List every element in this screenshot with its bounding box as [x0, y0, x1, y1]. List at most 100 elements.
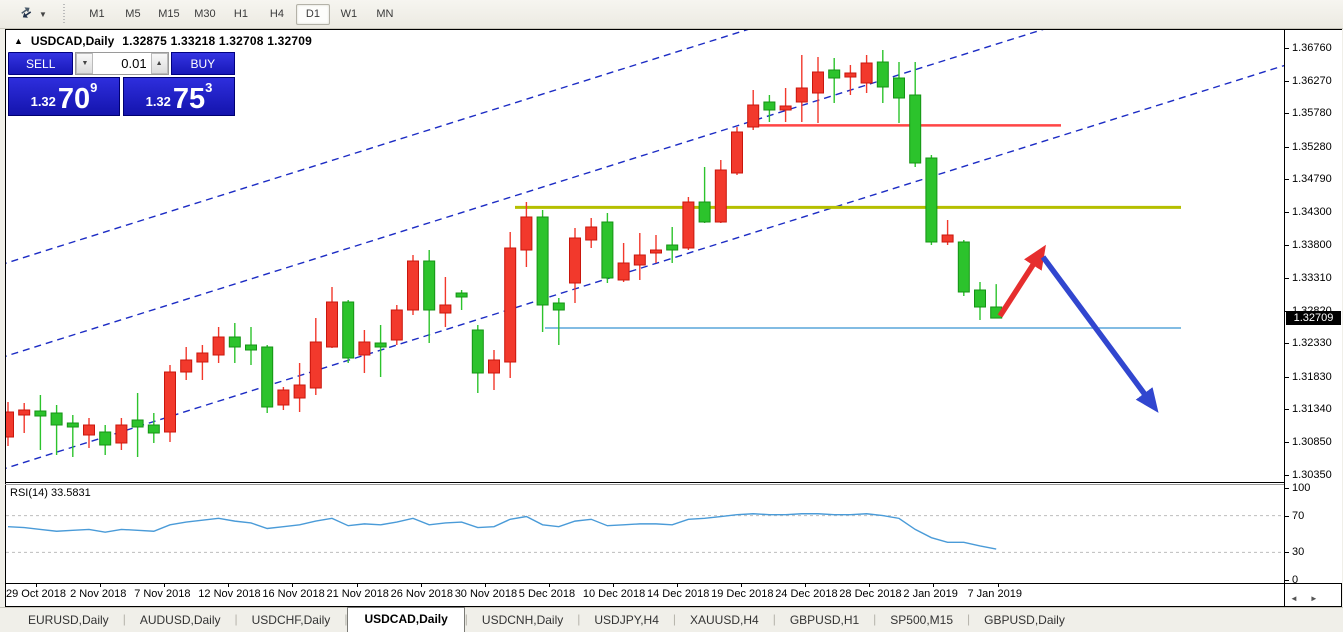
rsi-tick-label: 70 — [1292, 509, 1305, 522]
timeframe-button-w1[interactable]: W1 — [340, 7, 358, 20]
date-tick-mark — [164, 584, 166, 587]
candle-1-bull — [18, 403, 31, 433]
buy-button[interactable]: BUY — [170, 52, 235, 75]
date-tick-mark — [292, 584, 294, 587]
candle-27-bull — [439, 277, 452, 327]
candle-2-bear — [34, 395, 47, 450]
candle-16-bear — [261, 345, 274, 413]
price-tick-mark — [1285, 245, 1289, 247]
candle-30-bull — [488, 350, 500, 390]
sell-button[interactable]: SELL — [8, 52, 74, 75]
date-tick-label: 21 Nov 2018 — [326, 588, 389, 600]
candle-14-bear — [228, 323, 241, 363]
timeframe-button-h4[interactable]: H4 — [269, 7, 284, 20]
chart-tab-gbpusd-daily[interactable]: GBPUSD,Daily — [984, 613, 1065, 627]
tab-scroll-right-icon[interactable]: ► — [1309, 594, 1318, 603]
bullish-scenario-arrow[interactable] — [997, 244, 1046, 318]
date-tick-label: 12 Nov 2018 — [198, 588, 261, 600]
rsi-indicator-label: RSI(14) 33.5831 — [10, 487, 91, 499]
one-click-trade-panel: SELL ▼ ▲ BUY 1.32 70 9 1.32 75 3 — [8, 52, 235, 116]
candle-26-bear — [423, 250, 436, 343]
candle-10-bull — [164, 365, 176, 442]
candle-37-bear — [601, 213, 614, 283]
volume-decrease-button[interactable]: ▼ — [76, 53, 94, 74]
date-tick-mark — [869, 584, 871, 587]
rsi-tick-mark — [1285, 580, 1289, 581]
candle-46-bull — [747, 90, 760, 130]
timeframe-button-m1[interactable]: M1 — [89, 7, 105, 20]
price-tick-label: 1.36270 — [1292, 74, 1332, 87]
rsi-tick-label: 30 — [1292, 546, 1305, 559]
volume-increase-button[interactable]: ▲ — [150, 53, 168, 74]
tab-separator: | — [464, 612, 468, 626]
rsi-tick-label: 100 — [1292, 482, 1311, 494]
candle-47-bear — [763, 95, 776, 122]
price-tick-mark — [1285, 146, 1289, 148]
timeframe-button-m15[interactable]: M15 — [158, 7, 180, 20]
timeframe-button-mn[interactable]: MN — [376, 7, 394, 20]
bearish-scenario-arrow[interactable] — [1040, 255, 1159, 413]
chart-tab-sp500-m15[interactable]: SP500,M15 — [890, 613, 954, 627]
panel-divider[interactable] — [5, 482, 1342, 483]
date-tick-label: 7 Jan 2019 — [967, 588, 1022, 600]
chart-tab-audusd-daily[interactable]: AUDUSD,Daily — [139, 613, 221, 627]
chart-tab-usdcad-daily[interactable]: USDCAD,Daily — [347, 607, 465, 632]
date-tick-label: 29 Oct 2018 — [6, 588, 66, 600]
date-tick-label: 24 Dec 2018 — [775, 588, 838, 600]
sell-price-button[interactable]: 1.32 70 9 — [8, 77, 120, 116]
buy-price-main: 75 — [172, 83, 206, 115]
candle-45-bull — [731, 127, 743, 175]
price-tick-mark — [1285, 442, 1289, 443]
chart-title: USDCAD,Daily — [30, 34, 115, 48]
buy-price-button[interactable]: 1.32 75 3 — [123, 77, 235, 116]
collapse-triangle-icon[interactable]: ▲ — [14, 35, 23, 46]
candle-55-bear — [893, 62, 905, 123]
chart-header: ▲ USDCAD,Daily 1.32875 1.33218 1.32708 1… — [14, 34, 312, 48]
candle-43-bear — [698, 167, 711, 223]
rsi-indicator-canvas — [6, 513, 1284, 553]
main-chart-canvas[interactable] — [6, 30, 1284, 482]
tab-scroll-left-icon[interactable]: ◄ — [1290, 594, 1298, 603]
date-axis: 29 Oct 2018 2 Nov 2018 7 Nov 2018 12 Nov 20… — [6, 584, 1284, 605]
current-price-tag: 1.32709 — [1286, 311, 1341, 326]
arrows-tool-button[interactable]: ▼ — [14, 2, 52, 27]
date-tick-label: 10 Dec 2018 — [582, 588, 646, 600]
date-tick-label: 19 Dec 2018 — [711, 588, 774, 600]
candle-20-bull — [326, 287, 338, 348]
chart-tab-eurusd-daily[interactable]: EURUSD,Daily — [28, 613, 109, 627]
candle-48-bull — [779, 88, 792, 122]
rsi-tick-mark — [1285, 552, 1289, 554]
timeframe-button-h1[interactable]: H1 — [233, 7, 248, 20]
date-tick-mark — [356, 584, 358, 587]
timeframe-button-m5[interactable]: M5 — [125, 7, 141, 20]
date-tick-mark — [228, 584, 230, 587]
timeframe-button-m30[interactable]: M30 — [194, 7, 216, 20]
rsi-tick-label: 0 — [1292, 574, 1299, 586]
candle-18-bull — [293, 363, 306, 412]
candle-12-bull — [196, 345, 209, 380]
date-tick-mark — [933, 584, 935, 587]
chart-ohlc-values: 1.32875 1.33218 1.32708 1.32709 — [122, 34, 312, 48]
chart-tab-usdchf-daily[interactable]: USDCHF,Daily — [251, 613, 331, 627]
volume-input[interactable] — [93, 53, 151, 74]
chart-tab-xauusd-h4[interactable]: XAUUSD,H4 — [690, 613, 759, 627]
timeframe-button-d1[interactable]: D1 — [295, 3, 330, 25]
date-tick-label: 16 Nov 2018 — [262, 588, 325, 600]
price-tick-mark — [1285, 113, 1289, 115]
tab-separator: | — [234, 612, 238, 626]
price-tick-mark — [1285, 343, 1289, 345]
chart-tab-usdjpy-h4[interactable]: USDJPY,H4 — [594, 613, 659, 627]
price-tick-label: 1.31830 — [1292, 370, 1332, 383]
candle-8-bear — [131, 393, 144, 457]
date-tick-label: 26 Nov 2018 — [390, 588, 453, 600]
date-tick-mark — [805, 584, 807, 587]
date-tick-label: 2 Jan 2019 — [903, 588, 958, 600]
chart-tab-usdcnh-daily[interactable]: USDCNH,Daily — [481, 613, 564, 627]
candle-38-bull — [617, 243, 630, 282]
chart-tab-gbpusd-h1[interactable]: GBPUSD,H1 — [789, 613, 860, 627]
price-tick-label: 1.34300 — [1292, 206, 1332, 218]
channel-lower[interactable] — [6, 47, 1284, 470]
candle-36-bull — [585, 218, 598, 248]
channel-upper[interactable] — [6, 30, 770, 265]
candle-28-bear — [455, 290, 468, 310]
